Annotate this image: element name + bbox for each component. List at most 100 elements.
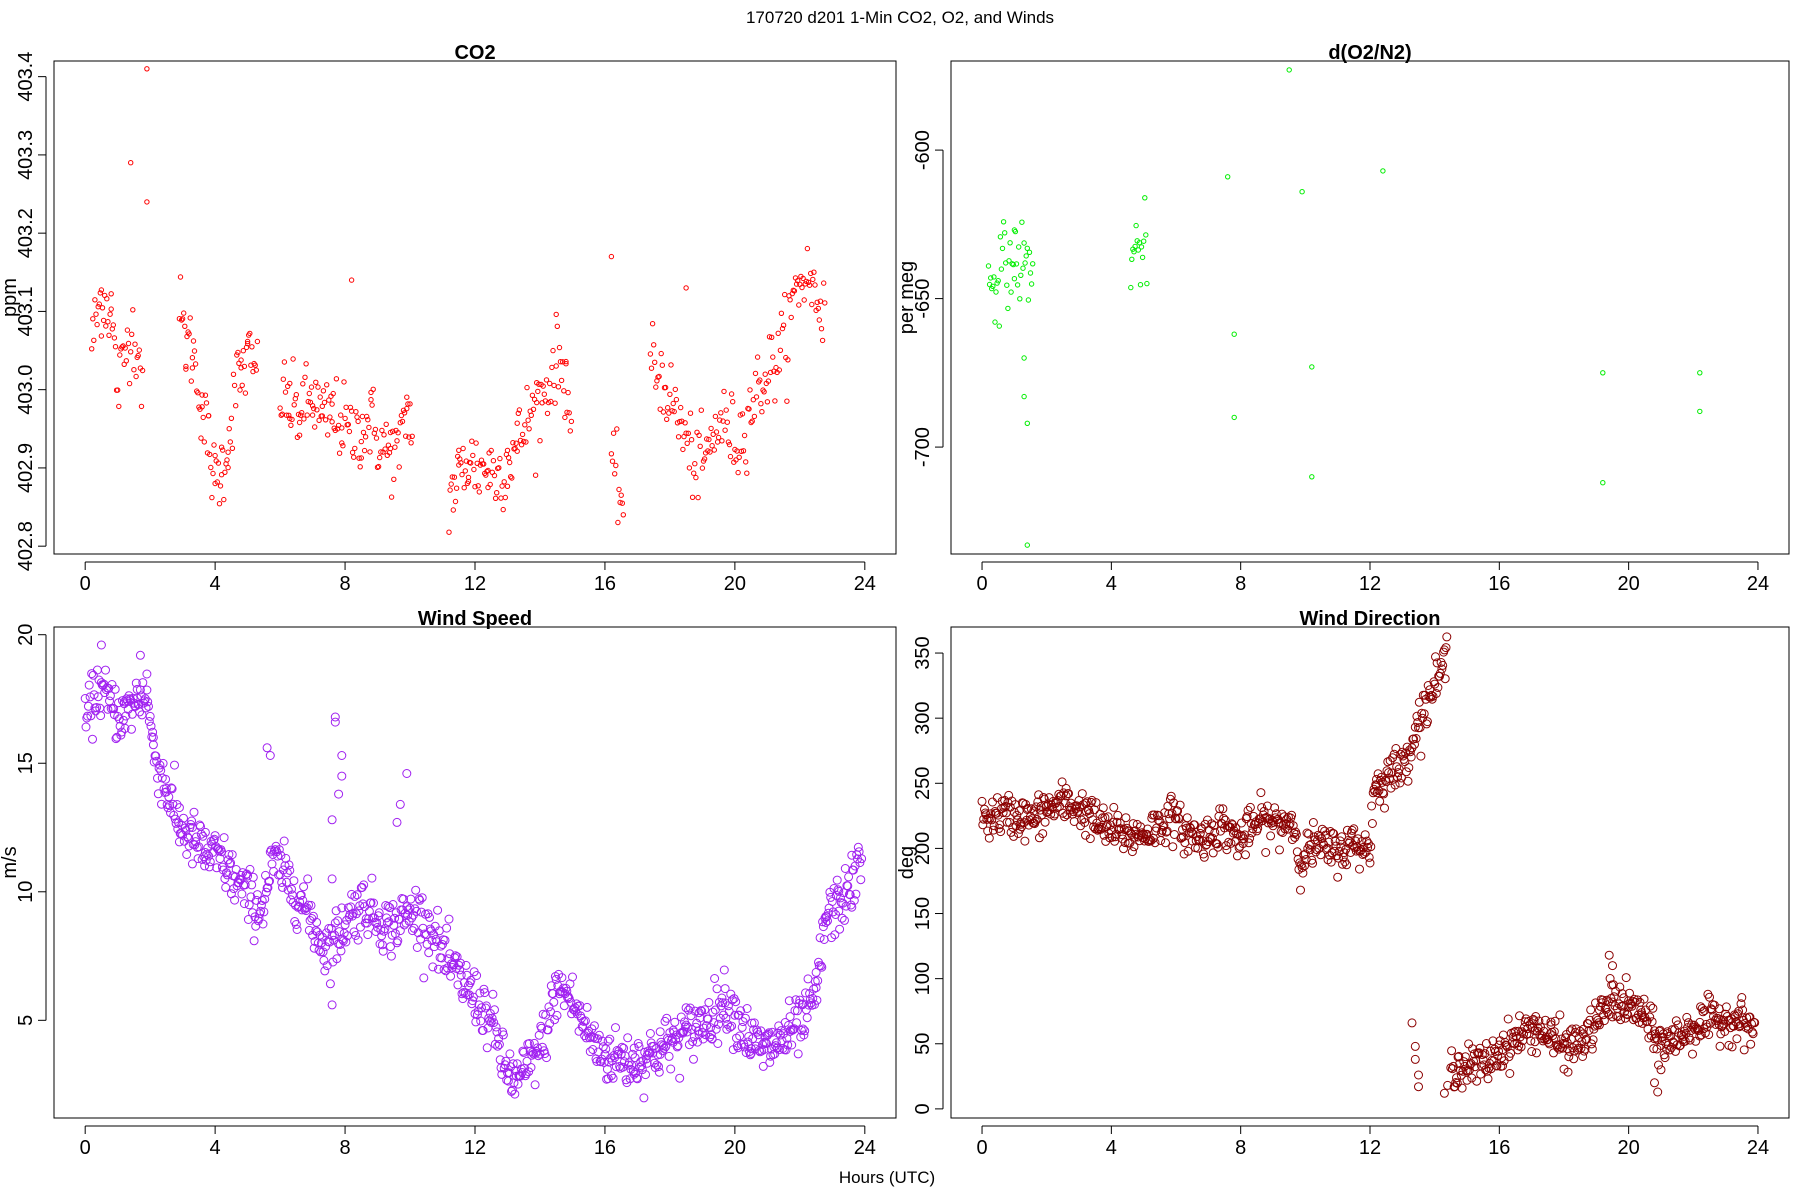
data-point bbox=[407, 401, 413, 407]
data-point bbox=[632, 1074, 642, 1084]
data-point bbox=[1144, 280, 1150, 287]
data-point bbox=[1735, 1021, 1745, 1031]
data-point bbox=[611, 1062, 621, 1072]
data-point bbox=[671, 408, 677, 415]
data-point bbox=[1142, 195, 1148, 201]
data-point bbox=[841, 901, 851, 911]
data-point bbox=[689, 494, 696, 500]
data-point bbox=[80, 694, 90, 703]
data-point bbox=[999, 245, 1006, 252]
data-point bbox=[433, 905, 443, 915]
data-point bbox=[505, 1049, 515, 1059]
data-point bbox=[984, 833, 994, 843]
x-tick-label: 8 bbox=[339, 573, 350, 595]
data-point bbox=[990, 283, 996, 289]
data-point bbox=[1363, 843, 1373, 852]
data-point bbox=[289, 876, 299, 886]
data-point bbox=[1682, 1012, 1692, 1022]
data-points bbox=[985, 67, 1703, 548]
data-point bbox=[682, 420, 688, 426]
data-point bbox=[279, 411, 285, 417]
data-point bbox=[714, 1019, 724, 1029]
data-point bbox=[292, 925, 302, 934]
data-point bbox=[1020, 265, 1026, 271]
data-point bbox=[706, 1030, 716, 1040]
data-point bbox=[437, 953, 447, 963]
data-point bbox=[634, 1042, 644, 1051]
data-point bbox=[608, 1073, 618, 1083]
data-point bbox=[225, 859, 235, 869]
data-point bbox=[499, 1063, 509, 1073]
data-point bbox=[199, 392, 205, 398]
data-point bbox=[1546, 1017, 1556, 1027]
data-point bbox=[91, 337, 97, 343]
data-point bbox=[290, 356, 296, 362]
data-point bbox=[183, 366, 189, 372]
data-point bbox=[987, 815, 997, 825]
data-point bbox=[279, 836, 289, 846]
data-point bbox=[1582, 1034, 1592, 1044]
data-point bbox=[1275, 845, 1284, 855]
data-point bbox=[706, 1023, 715, 1033]
data-point bbox=[799, 284, 805, 291]
data-point bbox=[540, 1049, 550, 1059]
data-point bbox=[735, 469, 741, 476]
data-point bbox=[1727, 1042, 1737, 1052]
data-point bbox=[1448, 1061, 1458, 1071]
data-point bbox=[700, 1005, 710, 1015]
data-point bbox=[1609, 992, 1619, 1002]
data-point bbox=[1231, 823, 1241, 833]
data-point bbox=[354, 906, 364, 916]
data-point bbox=[714, 439, 721, 445]
data-point bbox=[1159, 821, 1169, 831]
data-point bbox=[529, 1038, 539, 1048]
data-point bbox=[1414, 1082, 1423, 1092]
data-point bbox=[543, 1025, 553, 1035]
data-point bbox=[510, 1089, 520, 1099]
y-tick-label: 250 bbox=[912, 767, 934, 800]
data-point bbox=[826, 892, 836, 902]
y-tick-label: 402.9 bbox=[15, 443, 37, 493]
data-point bbox=[719, 438, 725, 444]
data-point bbox=[369, 913, 379, 923]
data-point bbox=[692, 461, 698, 467]
data-point bbox=[1034, 790, 1044, 800]
data-point bbox=[375, 463, 382, 470]
data-point bbox=[402, 769, 412, 778]
data-point bbox=[1569, 1054, 1579, 1064]
data-point bbox=[497, 455, 503, 462]
data-point bbox=[1435, 668, 1445, 678]
data-point bbox=[381, 432, 387, 438]
y-tick-label: -600 bbox=[912, 130, 934, 170]
data-point bbox=[530, 406, 537, 412]
data-point bbox=[989, 821, 999, 831]
data-point bbox=[1256, 788, 1266, 798]
data-point bbox=[1587, 1039, 1596, 1049]
data-point bbox=[306, 900, 316, 910]
data-point bbox=[345, 421, 351, 428]
data-point bbox=[1299, 850, 1309, 860]
data-point bbox=[374, 908, 384, 918]
data-point bbox=[1182, 813, 1192, 823]
data-point bbox=[712, 413, 719, 420]
data-point bbox=[504, 1068, 514, 1078]
data-point bbox=[1410, 1054, 1420, 1064]
data-point bbox=[218, 444, 225, 450]
data-point bbox=[383, 421, 389, 427]
data-point bbox=[598, 1042, 608, 1052]
data-point bbox=[998, 266, 1005, 272]
data-point bbox=[234, 352, 240, 358]
data-point bbox=[281, 359, 288, 365]
data-point bbox=[791, 288, 798, 294]
data-point bbox=[1309, 364, 1315, 370]
data-point bbox=[568, 418, 575, 425]
data-point bbox=[498, 495, 504, 501]
data-point bbox=[800, 275, 806, 282]
data-point bbox=[585, 1047, 595, 1057]
data-point bbox=[395, 430, 401, 436]
data-point bbox=[391, 476, 397, 482]
data-point bbox=[468, 460, 474, 466]
data-point bbox=[1064, 789, 1073, 799]
data-point bbox=[1492, 1061, 1502, 1071]
data-point bbox=[144, 701, 153, 711]
